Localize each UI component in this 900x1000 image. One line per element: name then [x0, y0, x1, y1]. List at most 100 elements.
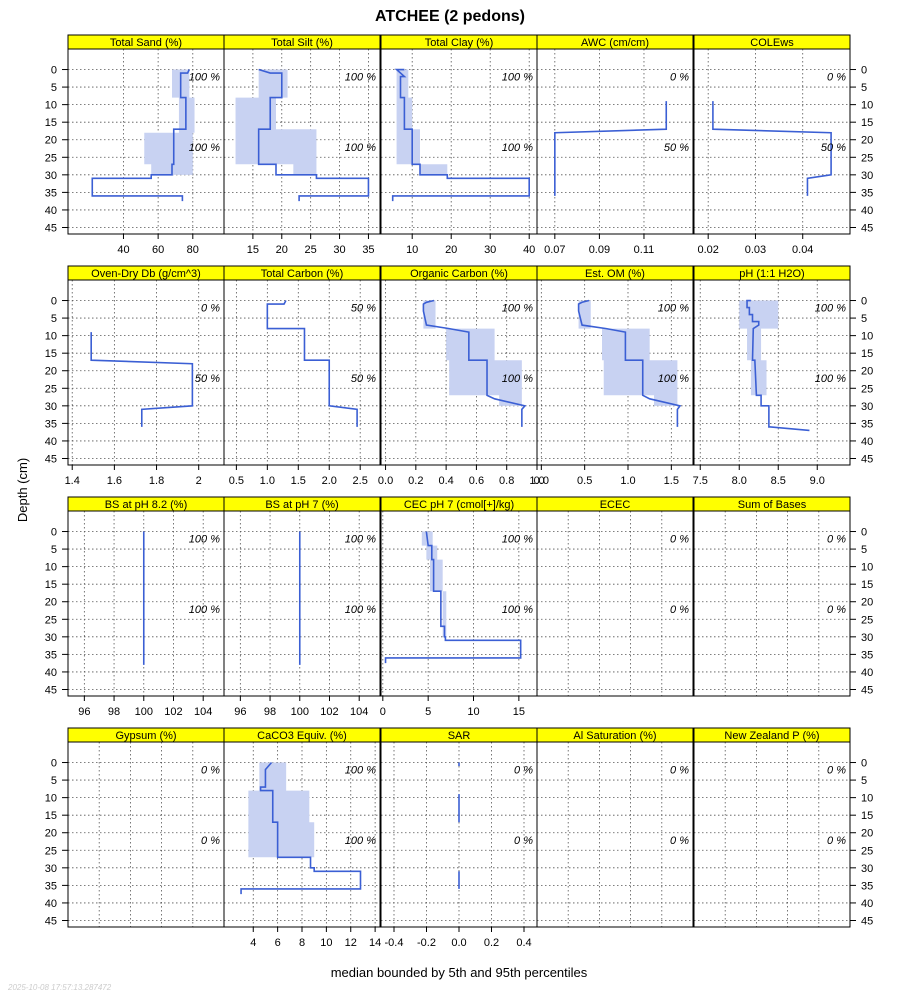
y-tick-label-left: 40 [45, 898, 57, 910]
panel-frame [223, 48, 381, 235]
x-tick-label: 102 [320, 706, 338, 718]
data-availability-label: 0 % [827, 835, 846, 847]
y-tick-label-left: 35 [45, 187, 57, 199]
x-tick-label: 60 [152, 244, 164, 256]
x-tick-label: 0.6 [469, 475, 484, 487]
x-tick-label: 0.07 [544, 244, 565, 256]
panel-gridlines [381, 511, 537, 696]
panel-strip-label: CaCO3 Equiv. (%) [257, 730, 347, 742]
y-tick-label-left: 45 [45, 222, 57, 234]
y-tick-label-right: 10 [861, 793, 873, 805]
data-availability-label: 100 % [658, 373, 689, 385]
median-line [577, 299, 682, 427]
y-tick-label-right: 30 [861, 863, 873, 875]
y-tick-label-left: 35 [45, 880, 57, 892]
panel-12: CEC pH 7 (cmol[+]/kg) 100 % 100 % 0 5 10 15 [380, 496, 538, 718]
x-tick-label: 40 [523, 244, 535, 256]
x-tick-label: 15 [247, 244, 259, 256]
data-availability-label: 50 % [351, 373, 376, 385]
data-availability-label: 0 % [827, 765, 846, 777]
data-availability-label: 0 % [827, 72, 846, 84]
x-tick-label: 0.02 [697, 244, 718, 256]
panel-frame [536, 279, 694, 466]
panel-strip-label: Total Carbon (%) [261, 268, 344, 280]
median-line [712, 101, 832, 196]
y-tick-label-left: 30 [45, 401, 57, 413]
x-tick-label: 2.0 [322, 475, 337, 487]
data-availability-label: 0 % [670, 72, 689, 84]
x-tick-label: 1.5 [291, 475, 306, 487]
percentile-band [423, 300, 522, 406]
x-tick-label: 0.11 [634, 244, 655, 256]
panel-strip-label: pH (1:1 H2O) [739, 268, 804, 280]
x-tick-label: 104 [194, 706, 212, 718]
panel-strip-label: Sum of Bases [738, 499, 807, 511]
x-tick-label: 5 [425, 706, 431, 718]
data-availability-label: 50 % [195, 373, 220, 385]
panel-strip-label: Est. OM (%) [585, 268, 645, 280]
y-tick-label-right: 35 [861, 649, 873, 661]
panel-gridlines [694, 742, 850, 927]
x-tick-label: 0.09 [589, 244, 610, 256]
data-availability-label: 50 % [821, 142, 846, 154]
panel-strip-label: Total Sand (%) [110, 37, 182, 49]
panel-8: Est. OM (%) 100 % 100 % 0.0 0.5 1.0 1.5 [534, 265, 694, 487]
y-tick-label-left: 5 [51, 313, 57, 325]
data-availability-label: 100 % [502, 303, 533, 315]
median-line [91, 69, 191, 202]
x-tick-label: 2.5 [353, 475, 368, 487]
panel-11: BS at pH 7 (%) 100 % 100 % 96 98 100 102 104 [223, 496, 381, 718]
data-availability-label: 100 % [502, 142, 533, 154]
x-tick-label: 0.0 [534, 475, 549, 487]
data-availability-label: 100 % [502, 604, 533, 616]
data-availability-label: 100 % [502, 534, 533, 546]
median-line [240, 762, 362, 895]
y-tick-label-right: 35 [861, 187, 873, 199]
x-tick-label: 0.0 [378, 475, 393, 487]
y-tick-label-left: 0 [51, 65, 57, 77]
median-line [422, 299, 527, 427]
y-tick-label-right: 30 [861, 401, 873, 413]
y-tick-label-right: 25 [861, 152, 873, 164]
median-line [266, 300, 358, 427]
data-availability-label: 0 % [827, 534, 846, 546]
y-tick-label-right: 5 [861, 313, 867, 325]
depth-axis-row-2: 0 0 5 5 10 10 15 15 20 20 25 25 30 30 35 35 40 40 45 45 [45, 527, 874, 697]
depth-axis-row-0: 0 0 5 5 10 10 15 15 20 20 25 25 30 30 35 35 40 40 45 45 [45, 65, 874, 235]
panel-2: Total Clay (%) 100 % 100 % 10 20 30 40 [380, 34, 538, 256]
data-availability-label: 0 % [827, 604, 846, 616]
depth-axis-row-1: 0 0 5 5 10 10 15 15 20 20 25 25 30 30 35 35 40 40 45 45 [45, 296, 874, 466]
data-availability-label: 0 % [670, 604, 689, 616]
data-availability-label: 0 % [514, 835, 533, 847]
percentile-band [248, 762, 315, 858]
y-tick-label-left: 20 [45, 135, 57, 147]
y-tick-label-left: 0 [51, 527, 57, 539]
y-tick-label-right: 35 [861, 880, 873, 892]
data-availability-label: 100 % [345, 142, 376, 154]
x-tick-label: 0.03 [745, 244, 766, 256]
y-tick-label-left: 20 [45, 597, 57, 609]
panel-frame [536, 741, 694, 928]
x-tick-label: 8.5 [771, 475, 786, 487]
panel-1: Total Silt (%) 100 % 100 % 15 20 25 30 35 [223, 34, 381, 256]
x-tick-label: 1.6 [107, 475, 122, 487]
y-tick-label-right: 30 [861, 170, 873, 182]
percentile-band [396, 69, 448, 175]
x-tick-label: 40 [117, 244, 129, 256]
x-tick-label: 0.2 [408, 475, 423, 487]
y-tick-label-right: 40 [861, 436, 873, 448]
x-tick-label: 0 [380, 706, 386, 718]
panel-strip-label: Gypsum (%) [115, 730, 176, 742]
x-tick-label: 80 [187, 244, 199, 256]
data-availability-label: 100 % [345, 534, 376, 546]
y-axis-title: Depth (cm) [15, 458, 30, 522]
panel-strip-label: AWC (cm/cm) [581, 37, 649, 49]
x-tick-label: 0.4 [438, 475, 453, 487]
y-tick-label-left: 10 [45, 562, 57, 574]
panel-strip-label: ECEC [600, 499, 631, 511]
y-tick-label-left: 5 [51, 82, 57, 94]
y-tick-label-right: 20 [861, 597, 873, 609]
y-tick-label-left: 30 [45, 632, 57, 644]
x-tick-label: 96 [78, 706, 90, 718]
